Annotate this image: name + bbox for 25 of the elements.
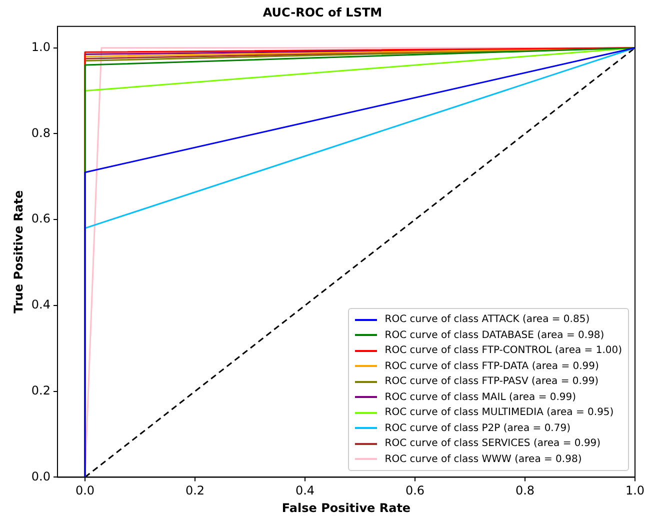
legend-label: ROC curve of class P2P (area = 0.79) <box>384 422 570 434</box>
x-axis-title: False Positive Rate <box>282 500 411 515</box>
y-tick-label: 1.0 <box>31 40 50 54</box>
legend-label: ROC curve of class FTP-DATA (area = 0.99) <box>384 360 599 372</box>
y-tick-label: 0.6 <box>31 212 50 226</box>
legend-label: ROC curve of class MAIL (area = 0.99) <box>384 392 576 403</box>
legend-label: ROC curve of class SERVICES (area = 0.99) <box>384 438 601 450</box>
x-tick-label: 0.0 <box>75 484 95 498</box>
legend-label: ROC curve of class WWW (area = 0.98) <box>384 454 582 465</box>
legend-label: ROC curve of class FTP-CONTROL (area = 1.00) <box>384 345 622 356</box>
x-tick-label: 0.4 <box>295 484 315 498</box>
legend-label: ROC curve of class FTP-PASV (area = 0.99) <box>384 376 599 388</box>
y-tick-label: 0.8 <box>31 126 50 140</box>
chart-title: AUC-ROC of LSTM <box>262 5 382 20</box>
y-tick-label: 0.0 <box>31 469 50 484</box>
x-tick-label: 1.0 <box>625 484 645 498</box>
legend-label: ROC curve of class MULTIMEDIA (area = 0.95) <box>384 407 614 418</box>
x-tick-label: 0.8 <box>515 484 535 498</box>
y-axis-title: True Positive Rate <box>11 190 26 314</box>
legend-label: ROC curve of class DATABASE (area = 0.98) <box>384 330 604 341</box>
y-tick-label: 0.2 <box>31 383 50 398</box>
x-tick-label: 0.6 <box>405 484 425 498</box>
x-tick-label: 0.2 <box>185 484 205 498</box>
legend-label: ROC curve of class ATTACK (area = 0.85) <box>384 314 590 326</box>
y-tick-label: 0.4 <box>31 298 50 312</box>
